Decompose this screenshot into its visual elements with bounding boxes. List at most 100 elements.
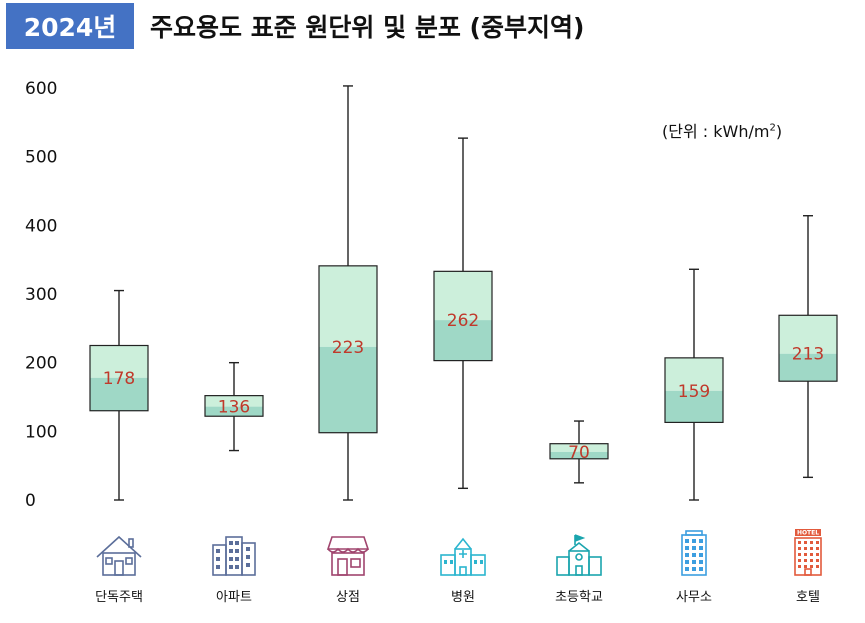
year-badge: 2024년 [6, 3, 134, 49]
house-chimney [128, 538, 134, 548]
category-label: 사무소 [676, 590, 712, 605]
category-label: 단독주택 [95, 590, 143, 605]
hotel-window [804, 565, 807, 568]
office-window [699, 560, 703, 564]
office-window [699, 567, 703, 571]
box-lower [665, 390, 723, 423]
hotel-window [810, 565, 813, 568]
hospital-cross [459, 550, 467, 558]
category-label: 호텔 [796, 590, 820, 605]
office-window [692, 539, 696, 543]
unit-label: (단위 : kWh/m2) [662, 118, 782, 142]
office-window [692, 546, 696, 550]
building-window [216, 549, 220, 553]
hotel-window [804, 541, 807, 544]
y-tick-label: 200 [25, 354, 57, 374]
box-outline [778, 314, 838, 382]
hospital-wing-right [470, 554, 486, 576]
store-window [350, 558, 361, 568]
box-upper [665, 357, 723, 391]
hospital-roof [454, 537, 472, 550]
box-upper [90, 345, 148, 378]
school-wing-left [556, 556, 570, 576]
building-window [235, 557, 239, 561]
hotel-window [816, 547, 819, 550]
house-icon [96, 535, 142, 576]
median-label: 159 [678, 382, 710, 402]
y-tick-label: 500 [25, 148, 57, 168]
hotel-window [798, 565, 801, 568]
office-window [692, 560, 696, 564]
house-roof [96, 535, 142, 558]
building-window [246, 547, 250, 551]
box-outline [549, 443, 609, 460]
building-center [225, 536, 243, 576]
box-4: 70 초등학교 [549, 420, 609, 605]
hotel-window [798, 559, 801, 562]
building-window [246, 555, 250, 559]
office-window [685, 546, 689, 550]
y-tick-label: 100 [25, 422, 57, 442]
office-window [692, 567, 696, 571]
hotel-window [810, 553, 813, 556]
hotel-window [810, 547, 813, 550]
office-window [685, 567, 689, 571]
unit-suffix: ) [775, 122, 783, 141]
hotel-window [816, 553, 819, 556]
hotel-door [804, 568, 812, 576]
store-door [337, 558, 348, 576]
box-3: 262 병원 [433, 137, 493, 605]
hotel-sign [795, 529, 821, 536]
office-window [685, 539, 689, 543]
box-upper [779, 315, 837, 354]
hotel-window [816, 565, 819, 568]
category-label: 병원 [451, 590, 475, 605]
unit-superscript: 2 [769, 122, 776, 134]
store-body [331, 552, 365, 576]
house-window [105, 557, 113, 565]
category-label: 아파트 [216, 590, 252, 605]
office-window [685, 553, 689, 557]
building-window [216, 557, 220, 561]
office-window [699, 539, 703, 543]
office-window [699, 546, 703, 550]
median-label: 223 [332, 338, 364, 358]
hotel-window [816, 541, 819, 544]
hotel-sign-text: HOTEL [797, 530, 819, 537]
box-outline [318, 265, 378, 434]
hotel-window [798, 547, 801, 550]
hospital-window [444, 560, 447, 564]
box-outline [204, 395, 264, 417]
median-label: 178 [103, 369, 135, 389]
building-window [229, 565, 233, 569]
category-label: 초등학교 [555, 590, 603, 605]
box-lower [779, 353, 837, 382]
building-window [235, 541, 239, 545]
hotel-window [798, 553, 801, 556]
box-lower [205, 406, 263, 417]
store-icon [326, 536, 370, 576]
hospital-window [480, 560, 483, 564]
hotel-window [816, 559, 819, 562]
box-upper [319, 265, 377, 347]
unit-prefix: (단위 : kWh/m [662, 122, 770, 141]
building-window [246, 563, 250, 567]
hospital-wing-left [440, 554, 456, 576]
office-window [692, 553, 696, 557]
hotel-window [810, 559, 813, 562]
box-lower [319, 346, 377, 433]
box-outline [664, 357, 724, 424]
building-window [229, 541, 233, 545]
box-upper [550, 443, 608, 452]
hotel-icon: HOTEL [794, 529, 822, 576]
building-window [216, 565, 220, 569]
box-upper [434, 271, 492, 321]
median-label: 70 [568, 443, 590, 463]
box-5: 159 사무소 [664, 268, 724, 605]
box-0: 178 단독주택 [89, 289, 149, 605]
box-lower [90, 377, 148, 411]
office-window [699, 553, 703, 557]
box-lower [434, 320, 492, 361]
median-label: 213 [792, 345, 824, 365]
building-right [241, 542, 256, 576]
